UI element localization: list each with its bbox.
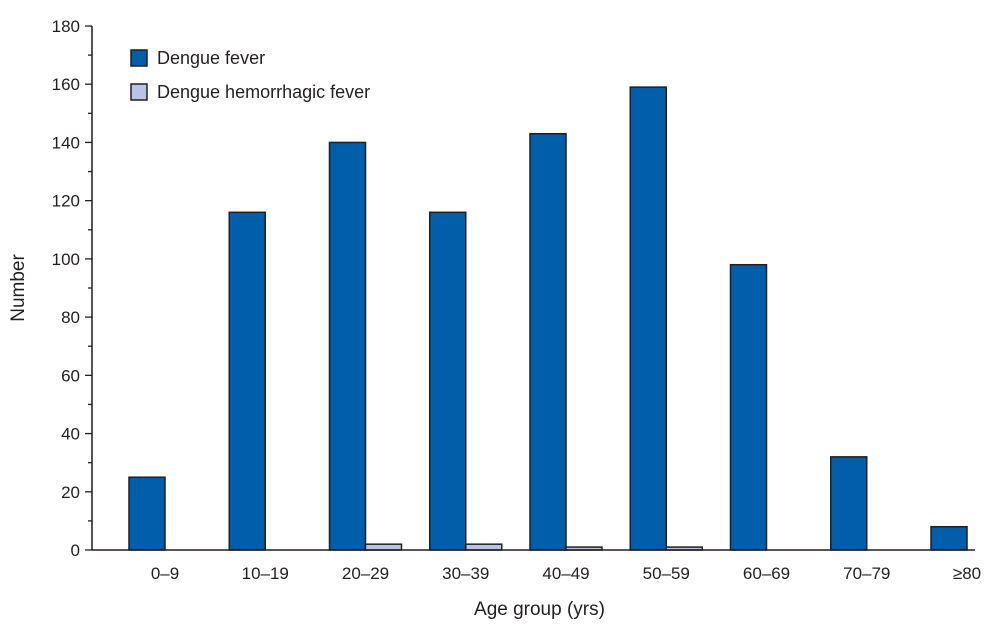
bar-series1-3 [465, 543, 503, 551]
x-tick-label-2: 20–29 [342, 564, 389, 583]
x-tick-label-4: 40–49 [542, 564, 589, 583]
y-tick-label-160: 160 [52, 75, 80, 94]
x-tick-label-7: 70–79 [843, 564, 890, 583]
y-axis-title: Number [8, 254, 29, 322]
bar-series0-1 [228, 211, 266, 551]
bar-series0-6 [729, 263, 768, 551]
bar-series1-2 [364, 543, 403, 551]
bar-series0-7 [830, 456, 868, 551]
bar-series0-4 [529, 132, 567, 551]
y-tick-label-140: 140 [52, 133, 80, 152]
x-tick-label-5: 50–59 [643, 564, 690, 583]
bars [128, 86, 968, 551]
legend-swatch-dengue-hemorrhagic-fever [130, 83, 148, 101]
bar-series0-8 [930, 525, 968, 551]
y-tick-label-100: 100 [52, 250, 80, 269]
x-tick-label-0: 0–9 [151, 564, 179, 583]
x-tick-label-3: 30–39 [442, 564, 489, 583]
y-axis-ticks: 0 20 40 60 80 100 120 140 160 180 [52, 17, 92, 560]
y-tick-label-120: 120 [52, 192, 80, 211]
x-axis-ticks: 0–9 10–19 20–29 30–39 40–49 50–59 60–69 70–79 ≥8… [151, 564, 981, 583]
bar-series0-0 [128, 476, 166, 551]
y-tick-label-0: 0 [71, 541, 80, 560]
x-axis-title: Age group (yrs) [474, 599, 605, 620]
bar-series0-2 [328, 141, 367, 551]
y-tick-label-20: 20 [61, 483, 80, 502]
legend-swatch-dengue-fever [130, 49, 148, 67]
y-tick-label-80: 80 [61, 308, 80, 327]
legend-label-dengue-fever: Dengue fever [157, 48, 265, 68]
x-tick-label-1: 10–19 [242, 564, 289, 583]
legend-label-dengue-hemorrhagic-fever: Dengue hemorrhagic fever [157, 82, 370, 102]
legend: Dengue fever Dengue hemorrhagic fever [130, 48, 370, 102]
bar-series0-5 [629, 86, 667, 551]
x-tick-label-6: 60–69 [743, 564, 790, 583]
bar-series0-3 [429, 211, 467, 551]
y-tick-label-180: 180 [52, 17, 80, 36]
y-tick-label-40: 40 [61, 425, 80, 444]
x-tick-label-8: ≥80 [953, 564, 981, 583]
y-tick-label-60: 60 [61, 366, 80, 385]
